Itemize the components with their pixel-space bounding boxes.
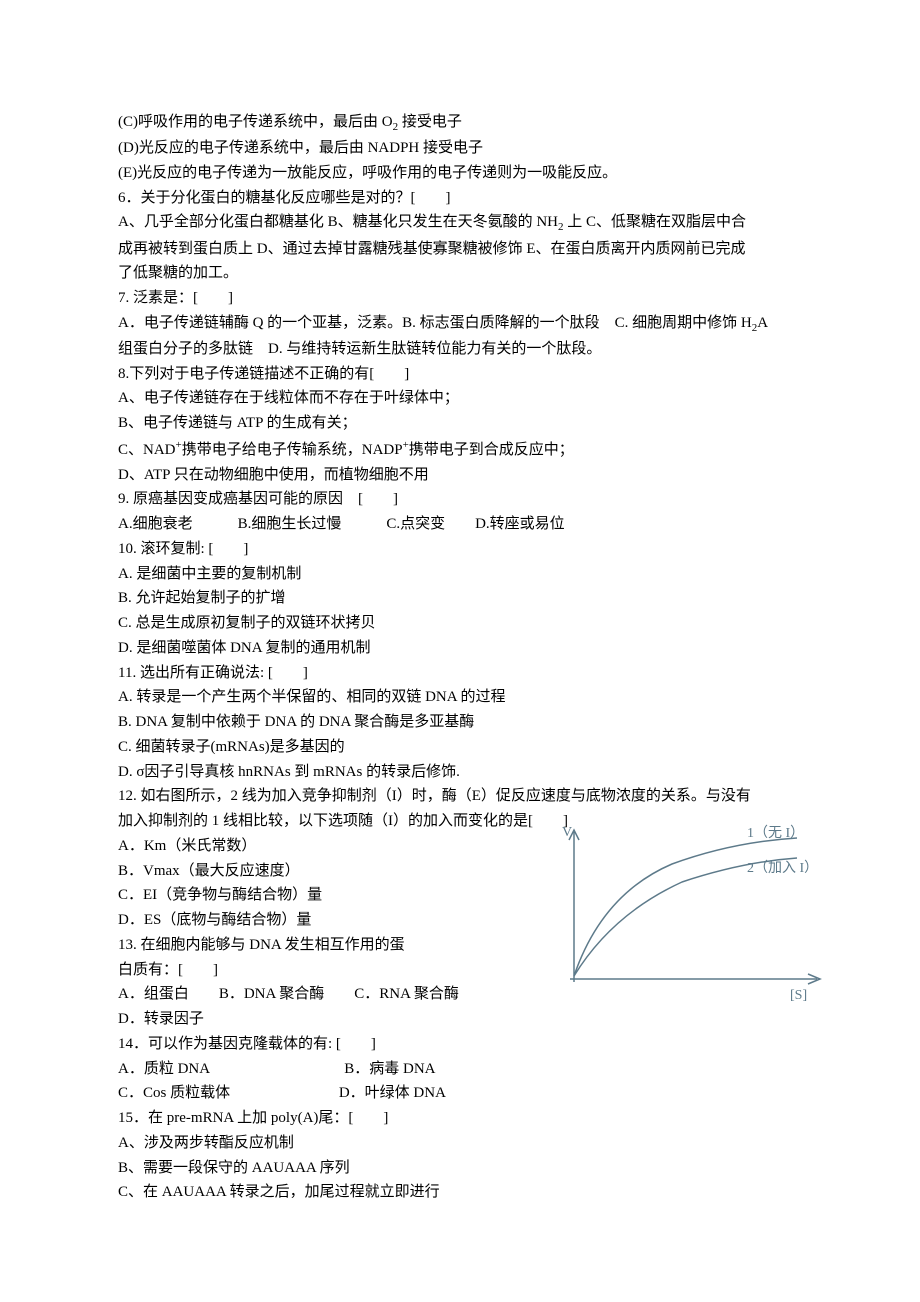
y-axis-label: V: [562, 825, 572, 840]
q7-line2: 组蛋白分子的多肽链 D. 与维持转运新生肽链转位能力有关的一个肽段。: [118, 337, 802, 362]
q12-line1: 12. 如右图所示，2 线为加入竞争抑制剂（I）时，酶（E）促反应速度与底物浓度…: [118, 784, 802, 809]
q8-stem: 8.下列对于电子传递链描述不正确的有[ ]: [118, 362, 802, 387]
chart-wrap: A．Km（米氏常数） B．Vmax（最大反应速度） C．EI（竞争物与酶结合物）…: [118, 834, 802, 1007]
q8-opt-b: B、电子传递链与 ATP 的生成有关；: [118, 411, 802, 436]
q11-opt-c: C. 细菌转录子(mRNAs)是多基因的: [118, 735, 802, 760]
q8-opt-c: C、NAD+携带电子给电子传输系统，NADP+携带电子到合成反应中；: [118, 436, 802, 463]
q8-opt-c-b: 携带电子给电子传输系统，NADP: [182, 442, 403, 458]
q6-stem: 6．关于分化蛋白的糖基化反应哪些是对的？[ ]: [118, 186, 802, 211]
q11-opt-b: B. DNA 复制中依赖于 DNA 的 DNA 聚合酶是多亚基酶: [118, 710, 802, 735]
q14-row1: A．质粒 DNA B．病毒 DNA: [118, 1057, 802, 1082]
q10-stem: 10. 滚环复制: [ ]: [118, 537, 802, 562]
curve-1: [574, 838, 797, 976]
q6-line1-a: A、几乎全部分化蛋白都糖基化 B、糖基化只发生在天冬氨酸的 NH: [118, 214, 558, 230]
q14-stem: 14．可以作为基因克隆载体的有: [ ]: [118, 1032, 802, 1057]
q10-opt-b: B. 允许起始复制子的扩增: [118, 586, 802, 611]
q10-opt-c: C. 总是生成原初复制子的双链环状拷贝: [118, 611, 802, 636]
q7-line1-a: A．电子传递链辅酶 Q 的一个亚基，泛素。B. 标志蛋白质降解的一个肽段 C. …: [118, 315, 752, 331]
q15-opt-b: B、需要一段保守的 AAUAAA 序列: [118, 1156, 802, 1181]
q7-line1-b: A: [757, 315, 768, 331]
q6-line1-b: 上 C、低聚糖在双脂层中合: [564, 214, 747, 230]
q5-opt-e: (E)光反应的电子传递为一放能反应，呼吸作用的电子传递则为一吸能反应。: [118, 161, 802, 186]
q11-stem: 11. 选出所有正确说法: [ ]: [118, 661, 802, 686]
q10-opt-a: A. 是细菌中主要的复制机制: [118, 562, 802, 587]
q5-opt-c-b: 接受电子: [398, 114, 462, 130]
q14-row2: C．Cos 质粒载体 D．叶绿体 DNA: [118, 1081, 802, 1106]
curve-1-label: 1（无 I）: [747, 825, 804, 841]
q8-opt-d: D、ATP 只在动物细胞中使用，而植物细胞不用: [118, 463, 802, 488]
q9-opts: A.细胞衰老 B.细胞生长过慢 C.点突变 D.转座或易位: [118, 512, 802, 537]
q5-opt-c-a: (C)呼吸作用的电子传递系统中，最后由 O: [118, 114, 393, 130]
q7-line1: A．电子传递链辅酶 Q 的一个亚基，泛素。B. 标志蛋白质降解的一个肽段 C. …: [118, 311, 802, 337]
q15-stem: 15．在 pre-mRNA 上加 poly(A)尾：[ ]: [118, 1106, 802, 1131]
q5-opt-c: (C)呼吸作用的电子传递系统中，最后由 O2 接受电子: [118, 110, 802, 136]
q9-stem: 9. 原癌基因变成癌基因可能的原因 [ ]: [118, 487, 802, 512]
q6-line2: 成再被转到蛋白质上 D、通过去掉甘露糖残基使寡聚糖被修饰 E、在蛋白质离开内质网…: [118, 237, 802, 262]
q11-opt-a: A. 转录是一个产生两个半保留的、相同的双链 DNA 的过程: [118, 685, 802, 710]
q8-opt-c-a: C、NAD: [118, 442, 176, 458]
x-axis-label: [S]: [790, 988, 807, 1003]
q6-line1: A、几乎全部分化蛋白都糖基化 B、糖基化只发生在天冬氨酸的 NH2 上 C、低聚…: [118, 210, 802, 236]
q11-opt-d: D. σ因子引导真核 hnRNAs 到 mRNAs 的转录后修饰.: [118, 760, 802, 785]
q15-opt-c: C、在 AAUAAA 转录之后，加尾过程就立即进行: [118, 1180, 802, 1205]
q10-opt-d: D. 是细菌噬菌体 DNA 复制的通用机制: [118, 636, 802, 661]
q7-stem: 7. 泛素是：[ ]: [118, 286, 802, 311]
q8-opt-c-c: 携带电子到合成反应中；: [409, 442, 574, 458]
q5-opt-d: (D)光反应的电子传递系统中，最后由 NADPH 接受电子: [118, 136, 802, 161]
kinetics-chart: 1（无 I） 2（加入 I） V [S]: [532, 824, 832, 1014]
q6-line3: 了低聚糖的加工。: [118, 261, 802, 286]
q8-opt-a: A、电子传递链存在于线粒体而不存在于叶绿体中；: [118, 386, 802, 411]
curve-2-label: 2（加入 I）: [747, 860, 818, 876]
q15-opt-a: A、涉及两步转酯反应机制: [118, 1131, 802, 1156]
